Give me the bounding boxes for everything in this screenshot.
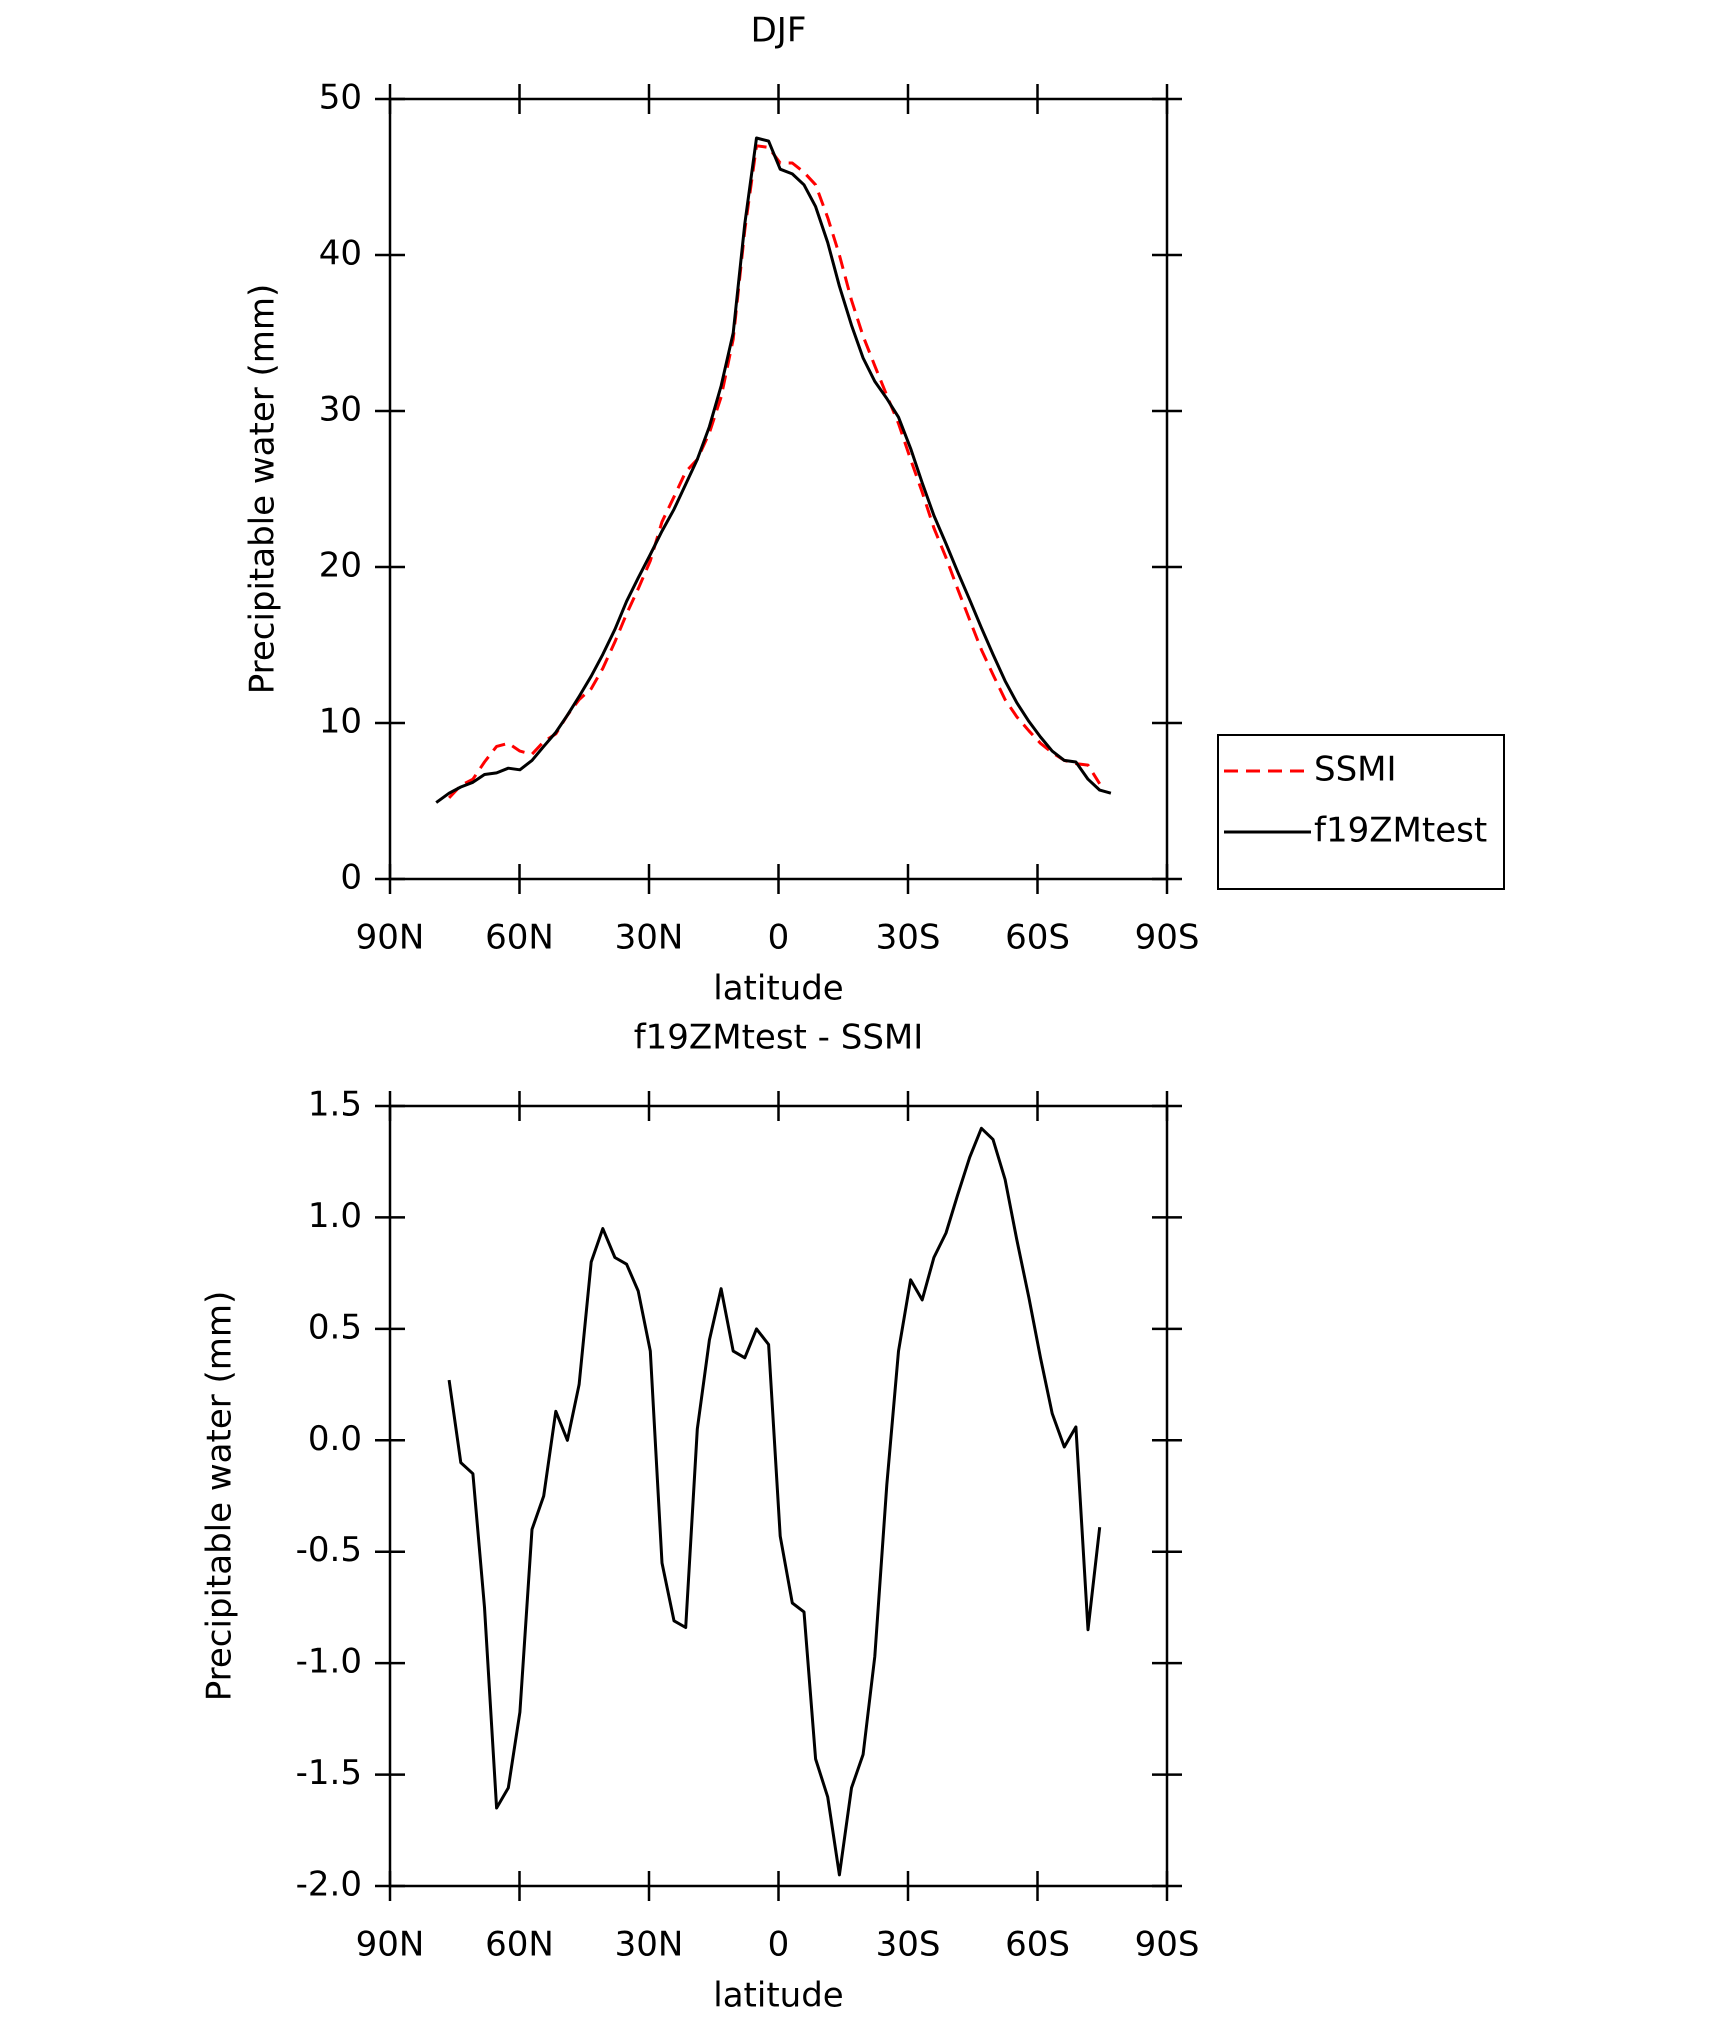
x-tick-label: 0	[768, 918, 790, 958]
x-tick-label: 90N	[356, 1925, 425, 1965]
legend-box	[1217, 734, 1505, 890]
x-axis-label: latitude	[713, 969, 843, 1009]
plot-frame	[388, 97, 1169, 881]
legend-label: SSMI	[1314, 750, 1397, 790]
y-axis-label: Precipitable water (mm)	[200, 1291, 240, 1702]
y-axis-label: Precipitable water (mm)	[243, 284, 283, 695]
x-axis-label: latitude	[713, 1976, 843, 2016]
y-tick-label: 0	[340, 858, 362, 898]
x-tick-label: 30S	[876, 1925, 941, 1965]
x-tick-label: 90S	[1135, 1925, 1200, 1965]
y-tick-label: -1.5	[296, 1753, 362, 1793]
y-tick-label: 1.0	[308, 1196, 362, 1236]
y-tick-label: 50	[319, 78, 362, 118]
data-line	[447, 1126, 1102, 1877]
legend-label: f19ZMtest	[1314, 811, 1487, 851]
y-tick-label: 0.5	[308, 1307, 362, 1347]
x-tick-label: 60S	[1005, 918, 1070, 958]
x-tick-label: 30N	[615, 918, 684, 958]
x-tick-label: 60N	[485, 1925, 554, 1965]
x-tick-label: 0	[768, 1925, 790, 1965]
data-line	[448, 144, 1101, 799]
x-tick-label: 60S	[1005, 1925, 1070, 1965]
x-tick-label: 60N	[485, 918, 554, 958]
y-tick-label: -2.0	[296, 1865, 362, 1905]
y-tick-label: 10	[319, 702, 362, 742]
y-tick-label: 20	[319, 546, 362, 586]
x-tick-label: 30N	[615, 1925, 684, 1965]
chart-title: DJF	[751, 11, 807, 51]
data-line	[435, 136, 1112, 804]
y-tick-label: 1.5	[308, 1085, 362, 1125]
x-tick-label: 30S	[876, 918, 941, 958]
x-tick-label: 90S	[1135, 918, 1200, 958]
y-tick-label: 0.0	[308, 1419, 362, 1459]
y-tick-label: -0.5	[296, 1530, 362, 1570]
y-tick-label: 40	[319, 234, 362, 274]
x-tick-label: 90N	[356, 918, 425, 958]
y-tick-label: 30	[319, 390, 362, 430]
chart-title: f19ZMtest - SSMI	[634, 1018, 924, 1058]
y-tick-label: -1.0	[296, 1642, 362, 1682]
